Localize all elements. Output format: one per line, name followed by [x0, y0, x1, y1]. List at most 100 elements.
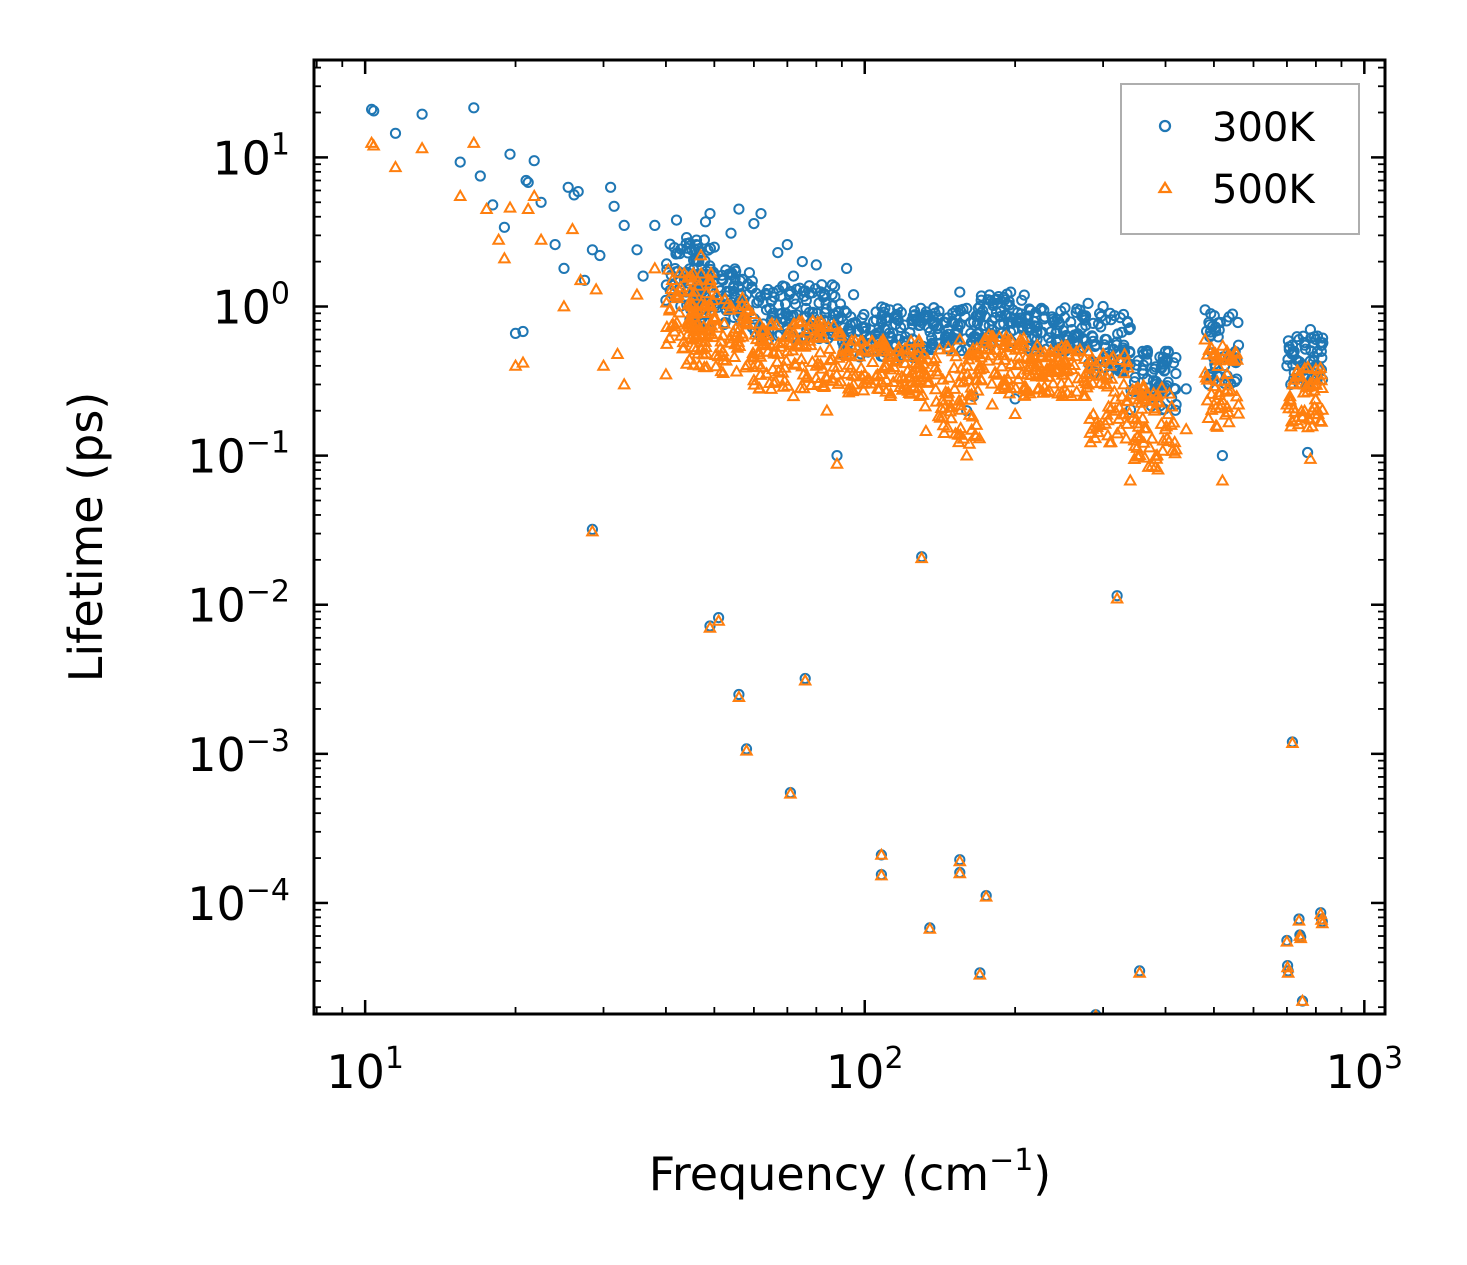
data-point-500k [894, 369, 909, 382]
data-point-500k [1147, 403, 1162, 416]
data-point-300k [879, 324, 892, 336]
data-point-300k [816, 279, 828, 291]
data-point-500k [1198, 365, 1213, 378]
data-point-500k [856, 383, 871, 396]
data-point-300k [826, 300, 838, 312]
data-point-300k [713, 612, 725, 624]
data-point-500k [916, 366, 931, 379]
data-point-500k [1128, 438, 1142, 451]
data-point-500k [707, 312, 722, 325]
data-point-500k [739, 743, 754, 756]
data-point-500k [1300, 360, 1315, 373]
data-point-500k [952, 375, 967, 388]
data-point-500k [669, 287, 684, 300]
data-point-500k [1117, 347, 1132, 360]
data-point-300k [631, 244, 643, 256]
data-point-500k [793, 338, 808, 351]
data-point-500k [1204, 386, 1219, 399]
data-point-500k [1112, 352, 1127, 366]
data-point-300k [946, 315, 958, 327]
data-point-500k [659, 295, 674, 308]
data-point-500k [817, 318, 832, 331]
data-point-500k [962, 436, 977, 449]
y-tick-label-base: 10 [187, 579, 246, 633]
data-point-500k [775, 365, 790, 378]
data-point-500k [794, 351, 809, 364]
data-point-500k [883, 388, 898, 402]
y-tick-label-exp: −2 [246, 575, 290, 610]
data-point-500k [879, 372, 894, 385]
data-point-300k [1066, 324, 1078, 336]
data-point-500k [787, 325, 801, 338]
data-point-300k [708, 241, 720, 253]
data-point-500k [1297, 377, 1312, 390]
data-point-300k [1082, 297, 1094, 309]
data-point-500k [931, 409, 946, 422]
data-point-500k [854, 360, 869, 374]
data-point-300k [699, 216, 712, 228]
data-point-300k [681, 242, 693, 254]
data-point-500k [972, 967, 987, 980]
data-point-500k [936, 418, 951, 431]
data-point-300k [1074, 304, 1086, 316]
data-point-500k [855, 342, 870, 355]
y-tick-label-base: 10 [187, 430, 246, 484]
data-point-300k [975, 290, 988, 302]
data-point-500k [534, 232, 549, 245]
data-point-500k [953, 420, 968, 434]
data-point-500k [786, 389, 801, 402]
data-point-500k [687, 304, 702, 317]
data-point-500k [1202, 342, 1217, 355]
data-point-300k [787, 270, 800, 282]
data-point-300k [498, 221, 510, 233]
data-point-500k [770, 354, 785, 367]
data-point-500k [521, 201, 536, 215]
data-point-500k [951, 434, 966, 448]
data-point-500k [780, 378, 795, 391]
data-point-500k [914, 351, 929, 364]
data-point-500k [707, 309, 722, 322]
data-point-500k [1020, 362, 1035, 375]
y-tick-label: 10−1 [187, 426, 290, 484]
data-point-300k [987, 300, 999, 312]
data-point-500k [693, 334, 708, 347]
data-point-300k [1112, 328, 1124, 340]
data-point-500k [915, 387, 930, 400]
data-point-500k [769, 318, 784, 331]
data-point-300k [773, 284, 785, 296]
data-point-500k [1300, 420, 1315, 433]
data-point-500k [764, 381, 779, 394]
data-point-500k [865, 354, 880, 367]
data-point-500k [1112, 411, 1126, 424]
data-point-500k [830, 456, 844, 469]
data-point-500k [516, 355, 530, 368]
data-point-500k [706, 329, 721, 343]
series-500k-points [364, 135, 1330, 1014]
data-point-500k [466, 135, 481, 148]
data-point-500k [809, 358, 824, 371]
y-tick-label: 100 [212, 277, 290, 335]
data-point-500k [937, 425, 952, 439]
data-point-300k [549, 239, 561, 251]
data-point-500k [874, 338, 889, 352]
data-point-500k [687, 357, 701, 370]
data-point-500k [1280, 960, 1295, 973]
data-point-500k [1004, 356, 1019, 370]
data-point-500k [912, 388, 927, 401]
data-point-500k [930, 367, 945, 380]
data-point-500k [1313, 907, 1328, 920]
data-point-500k [745, 306, 760, 320]
x-axis-title: Frequency (cm−1) [649, 1143, 1052, 1201]
data-point-500k [366, 138, 381, 151]
data-point-300k [528, 155, 540, 167]
data-point-300k [978, 319, 990, 332]
y-axis-title: Lifetime (ps) [59, 392, 113, 683]
data-point-500k [673, 280, 688, 293]
data-point-500k [809, 370, 824, 384]
data-point-500k [984, 334, 999, 347]
data-point-300k [454, 156, 466, 168]
data-point-300k [725, 227, 737, 239]
data-point-300k [1199, 304, 1211, 316]
